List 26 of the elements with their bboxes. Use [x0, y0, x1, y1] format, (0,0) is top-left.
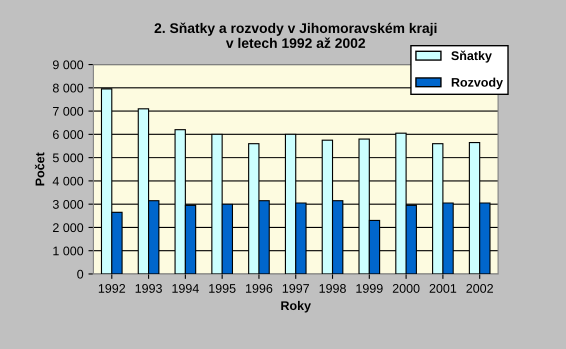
x-tick-label: 1994 [172, 284, 199, 293]
legend-label: Rozvody [452, 78, 503, 90]
y-tick-label: 2 000 [53, 223, 84, 232]
x-axis-title: Roky [281, 300, 311, 313]
y-tick-label: 9 000 [52, 60, 84, 70]
x-tick-label: 1996 [246, 284, 272, 293]
x-tick-label: 1997 [282, 284, 310, 293]
y-tick-label: 1 000 [53, 246, 84, 256]
x-tick-label: 1998 [320, 284, 346, 293]
y-axis-title: Počet [34, 152, 44, 186]
y-tick-label: 5 000 [52, 153, 84, 162]
x-tick-label: 1995 [209, 284, 236, 293]
y-tick-label: 4 000 [52, 176, 84, 186]
legend-label: Sňatky [451, 50, 492, 63]
x-tick-label: 2001 [430, 284, 456, 293]
y-tick-label: 8 000 [52, 84, 84, 92]
x-tick-label: 2000 [392, 284, 420, 293]
y-tick-label: 6 000 [53, 130, 84, 140]
x-tick-label: 2002 [466, 284, 493, 293]
chart-title: 2. Sňatky a rozvody v Jihomoravském kraji v letech 1992 až 2002 [154, 22, 436, 48]
x-tick-label: 1999 [356, 284, 383, 293]
x-tick-label: 1992 [98, 284, 126, 293]
x-tick-label: 1993 [136, 284, 162, 293]
y-tick-label: 3 000 [52, 200, 84, 209]
y-tick-label: 0 [77, 270, 84, 279]
y-tick-label: 7 000 [53, 106, 84, 116]
